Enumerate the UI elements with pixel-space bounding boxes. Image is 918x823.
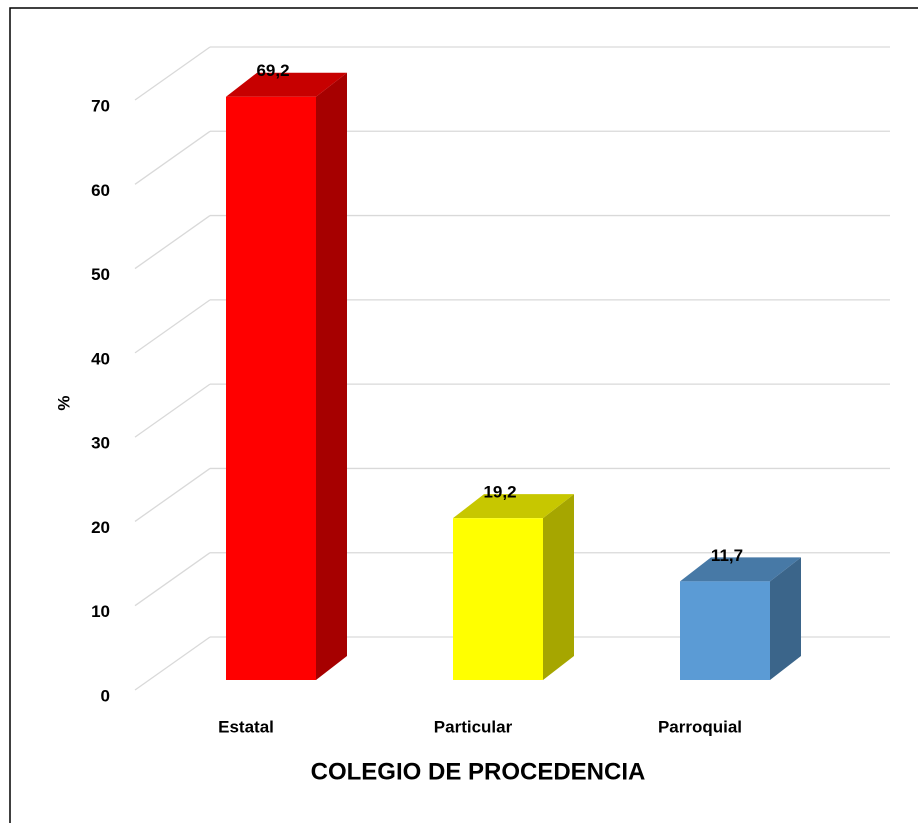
x-tick-label: Estatal — [218, 717, 274, 736]
bar — [226, 96, 316, 680]
bar-side — [543, 494, 574, 680]
x-tick-label: Particular — [434, 717, 513, 736]
y-axis-title: % — [54, 395, 73, 410]
grid-line — [134, 383, 211, 438]
x-tick-label: Parroquial — [658, 717, 742, 736]
y-tick-label: 60 — [91, 181, 110, 200]
bar-top — [680, 557, 801, 582]
chart-frame — [9, 7, 918, 823]
bar-top — [226, 72, 347, 97]
value-label: 11,7 — [711, 546, 743, 565]
bar-top — [453, 494, 574, 519]
bar-side — [770, 557, 801, 680]
y-tick-label: 70 — [91, 96, 110, 115]
y-tick-label: 10 — [91, 602, 110, 621]
bar — [680, 581, 770, 680]
grid-line — [134, 46, 211, 101]
y-tick-label: 50 — [91, 265, 110, 284]
grid-line — [134, 467, 211, 522]
bar — [453, 518, 543, 680]
x-axis-title: COLEGIO DE PROCEDENCIA — [311, 758, 646, 785]
value-label: 19,2 — [483, 483, 516, 502]
y-tick-label: 20 — [91, 518, 110, 537]
grid-line — [134, 299, 211, 354]
grid-line — [134, 636, 211, 691]
grid-line — [134, 130, 211, 185]
grid-line — [134, 552, 211, 607]
y-tick-label: 0 — [101, 686, 110, 705]
y-tick-label: 40 — [91, 349, 110, 368]
bar-side — [316, 72, 347, 680]
value-label: 69,2 — [256, 61, 289, 80]
y-tick-label: 30 — [91, 434, 110, 453]
grid-line — [134, 215, 211, 270]
